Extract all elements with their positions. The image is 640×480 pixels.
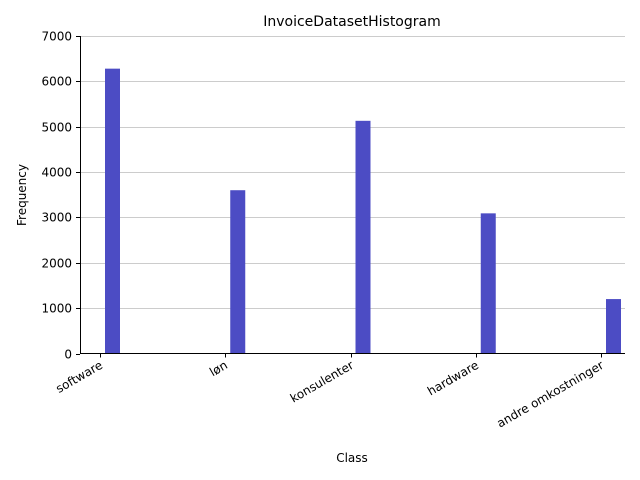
chart-title: InvoiceDatasetHistogram xyxy=(263,14,441,30)
x-tick-label: konsulenter xyxy=(288,358,356,405)
axis-spines xyxy=(80,36,625,354)
x-tick-label: hardware xyxy=(425,358,481,398)
x-tick-label: andre omkostninger xyxy=(494,358,606,431)
histogram-bar xyxy=(355,120,371,354)
x-axis-title: Class xyxy=(336,451,368,465)
y-axis-ticks: 0 1000 2000 3000 4000 5000 6000 7000 xyxy=(41,30,80,362)
y-tick-label: 3000 xyxy=(41,211,72,225)
bars xyxy=(105,68,621,354)
y-tick-label: 2000 xyxy=(41,257,72,271)
histogram-bar xyxy=(480,213,496,354)
histogram-bar xyxy=(230,190,246,354)
histogram-bar xyxy=(105,68,120,354)
y-axis-title: Frequency xyxy=(15,164,29,226)
y-tick-label: 4000 xyxy=(41,166,72,180)
grid-lines xyxy=(80,36,625,309)
y-tick-label: 1000 xyxy=(41,302,72,316)
y-tick-label: 7000 xyxy=(41,30,72,44)
y-tick-label: 0 xyxy=(64,348,72,362)
histogram-bar xyxy=(606,299,621,354)
x-tick-label: løn xyxy=(207,358,230,379)
x-tick-label: software xyxy=(53,358,105,396)
x-axis-ticks: software løn konsulenter hardware andre omko… xyxy=(53,353,606,431)
y-tick-label: 6000 xyxy=(41,75,72,89)
y-tick-label: 5000 xyxy=(41,121,72,135)
